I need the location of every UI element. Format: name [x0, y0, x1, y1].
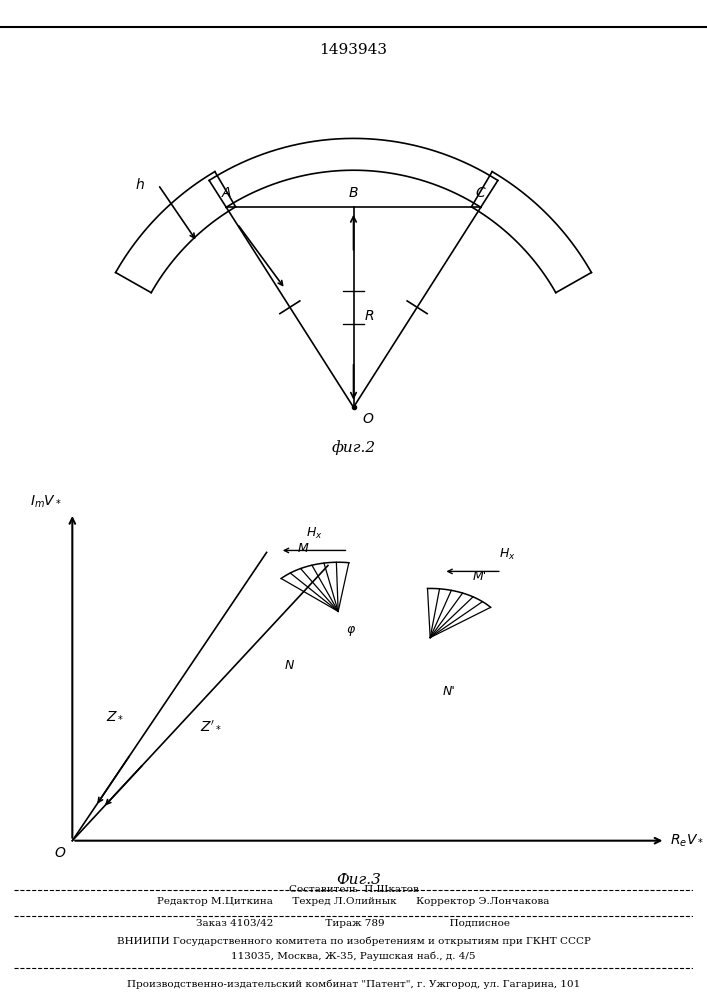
Text: O: O: [54, 846, 66, 860]
Text: ВНИИПИ Государственного комитета по изобретениям и открытиям при ГКНТ СССР: ВНИИПИ Государственного комитета по изоб…: [117, 937, 590, 946]
Text: Заказ 4103/42                Тираж 789                    Подписное: Заказ 4103/42 Тираж 789 Подписное: [197, 920, 510, 928]
Text: N': N': [442, 685, 455, 698]
Text: Производственно-издательский комбинат "Патент", г. Ужгород, ул. Гагарина, 101: Производственно-издательский комбинат "П…: [127, 979, 580, 989]
Text: 1493943: 1493943: [320, 43, 387, 57]
Text: h: h: [136, 178, 144, 192]
Text: R: R: [364, 309, 374, 323]
Text: $H_x$: $H_x$: [498, 547, 515, 562]
Text: $Z_*$: $Z_*$: [106, 708, 124, 722]
Text: $H_x$: $H_x$: [306, 526, 323, 541]
Text: Редактор М.Циткина      Техред Л.Олийнык      Корректор Э.Лончакова: Редактор М.Циткина Техред Л.Олийнык Корр…: [158, 896, 549, 906]
Text: φ: φ: [346, 623, 355, 636]
Text: M: M: [297, 542, 308, 555]
Text: C: C: [476, 186, 486, 200]
Text: $I_m V_*$: $I_m V_*$: [30, 493, 62, 510]
Text: M': M': [473, 570, 487, 583]
Text: Фиг.3: Фиг.3: [336, 873, 381, 887]
Text: A: A: [221, 186, 231, 200]
Text: N: N: [284, 659, 294, 672]
Text: B: B: [349, 186, 358, 200]
Text: $R_e V_*$: $R_e V_*$: [670, 832, 704, 849]
Text: 113035, Москва, Ж-35, Раушская наб., д. 4/5: 113035, Москва, Ж-35, Раушская наб., д. …: [231, 952, 476, 961]
Text: фиг.2: фиг.2: [332, 440, 375, 455]
Text: O: O: [363, 412, 373, 426]
Text: $Z'_*$: $Z'_*$: [200, 718, 223, 732]
Text: Составитель  П.Шкатов: Составитель П.Шкатов: [288, 885, 419, 894]
